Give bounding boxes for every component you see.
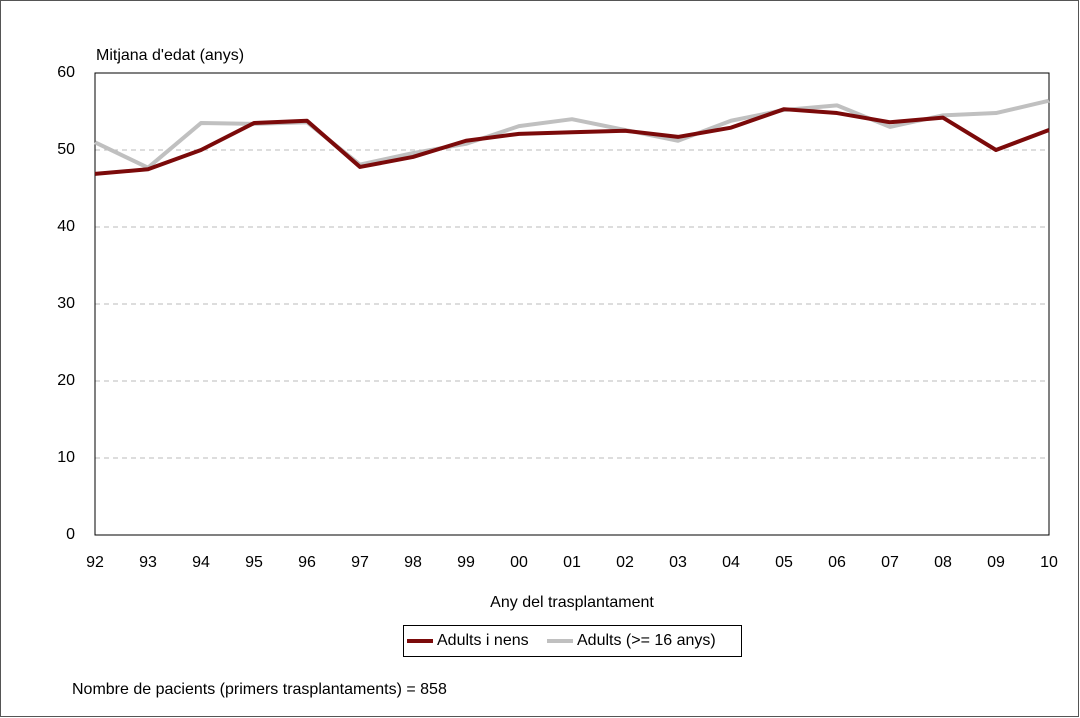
x-tick-label: 09 xyxy=(987,554,1005,571)
legend-label: Adults i nens xyxy=(437,632,529,649)
x-tick-label: 92 xyxy=(86,554,104,571)
plot-frame xyxy=(94,72,1050,536)
y-tick-label: 0 xyxy=(66,526,75,543)
x-tick-label: 07 xyxy=(881,554,899,571)
y-tick-label: 40 xyxy=(57,218,75,235)
x-tick-label: 06 xyxy=(828,554,846,571)
x-tick-label: 00 xyxy=(510,554,528,571)
y-tick-label: 60 xyxy=(57,64,75,81)
x-tick-label: 93 xyxy=(139,554,157,571)
x-tick-label: 10 xyxy=(1040,554,1058,571)
x-tick-label: 03 xyxy=(669,554,687,571)
x-tick-label: 94 xyxy=(192,554,210,571)
y-axis-label: Mitjana d'edat (anys) xyxy=(96,47,244,64)
x-tick-label: 01 xyxy=(563,554,581,571)
x-tick-label: 05 xyxy=(775,554,793,571)
line xyxy=(94,107,1050,176)
x-tick-label: 08 xyxy=(934,554,952,571)
x-tick-label: 95 xyxy=(245,554,263,571)
x-tick-label: 97 xyxy=(351,554,369,571)
x-tick-label: 96 xyxy=(298,554,316,571)
x-tick-label: 98 xyxy=(404,554,422,571)
note: Nombre de pacients (primers trasplantame… xyxy=(72,681,447,698)
x-tick-label: 04 xyxy=(722,554,740,571)
y-tick-label: 30 xyxy=(57,295,75,312)
x-tick-label: 02 xyxy=(616,554,634,571)
x-axis-label: Any del trasplantament xyxy=(490,594,654,611)
x-tick-label: 99 xyxy=(457,554,475,571)
y-tick-label: 50 xyxy=(57,141,75,158)
y-tick-label: 10 xyxy=(57,449,75,466)
legend-label: Adults (>= 16 anys) xyxy=(577,632,716,649)
y-tick-label: 20 xyxy=(57,372,75,389)
